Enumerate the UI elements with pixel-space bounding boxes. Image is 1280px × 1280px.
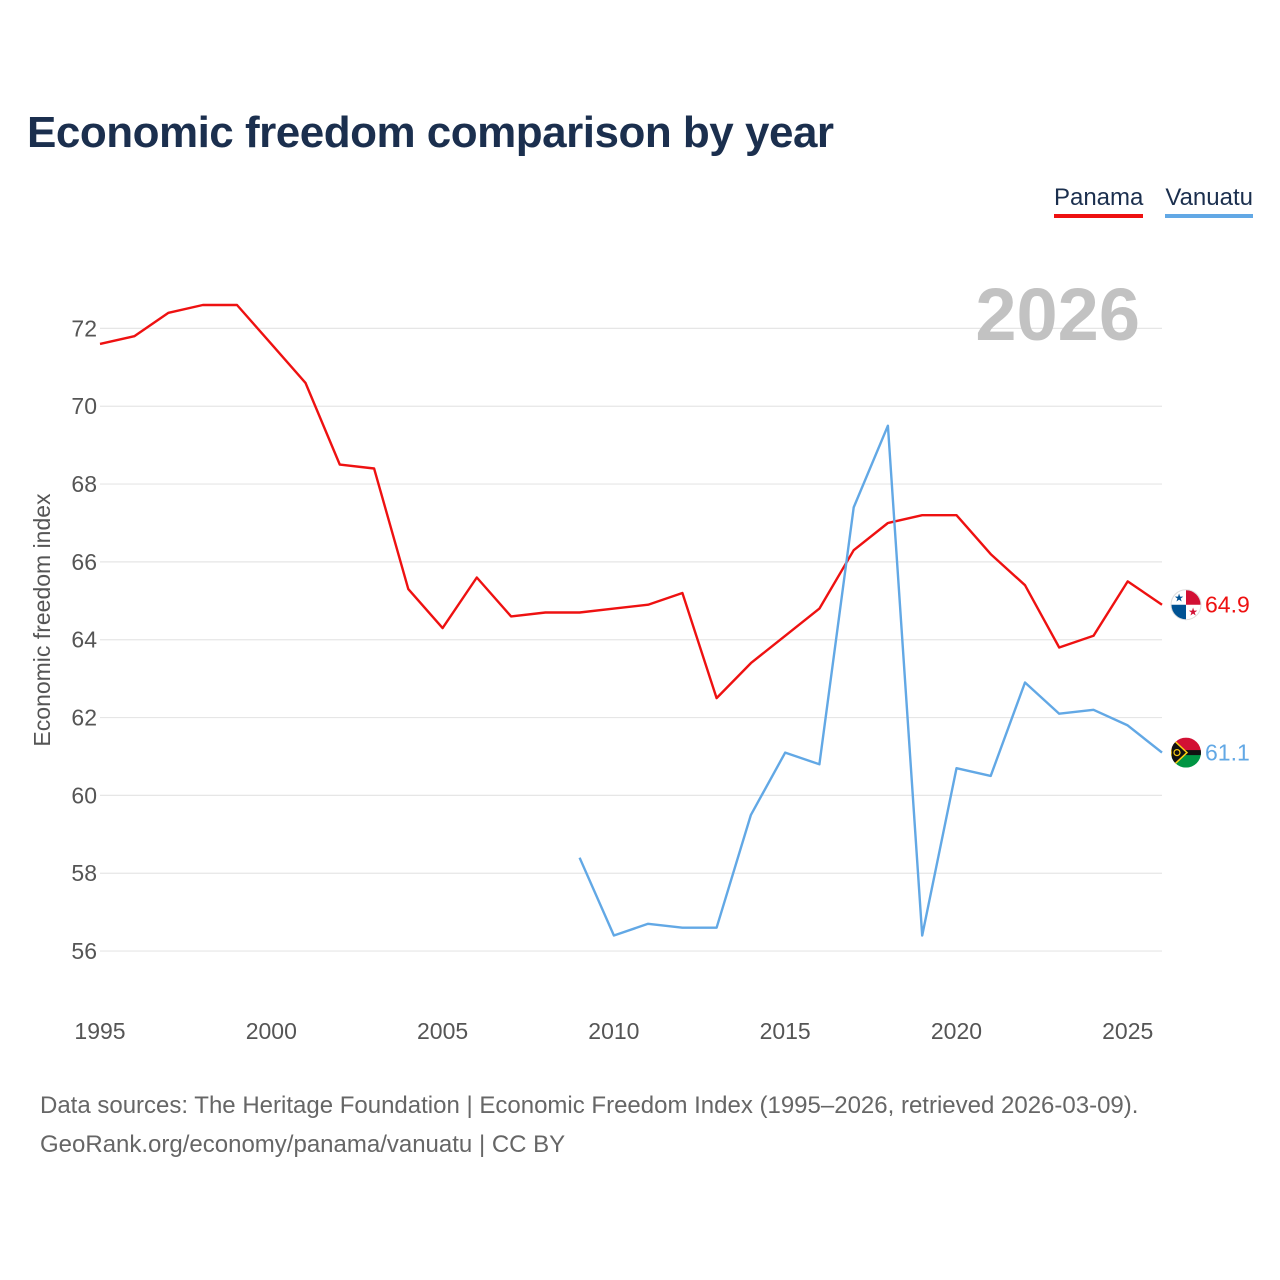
y-tick-label: 62: [71, 705, 97, 731]
y-tick-label: 66: [71, 549, 97, 575]
y-tick-label: 68: [71, 471, 97, 497]
chart-title: Economic freedom comparison by year: [27, 108, 834, 157]
legend: Panama Vanuatu: [1053, 184, 1253, 218]
y-axis-ticks: 56 58 60 62 64 66 68 70 72: [71, 315, 97, 964]
legend-item-panama[interactable]: Panama: [1053, 184, 1144, 218]
x-tick-label: 2020: [931, 1018, 982, 1044]
y-tick-label: 60: [71, 782, 97, 808]
legend-item-vanuatu[interactable]: Vanuatu: [1165, 184, 1253, 218]
x-axis-ticks: 1995 2000 2005 2010 2015 2020 2025: [74, 1018, 1153, 1044]
y-tick-label: 72: [71, 315, 97, 341]
series-endpoints: ★★ 64.961.1: [1170, 589, 1250, 768]
y-tick-label: 64: [71, 627, 97, 653]
x-tick-label: 2005: [417, 1018, 468, 1044]
x-tick-label: 1995: [74, 1018, 125, 1044]
source-line-1: Data sources: The Heritage Foundation | …: [40, 1092, 1139, 1119]
source-line-2: GeoRank.org/economy/panama/vanuatu | CC …: [40, 1131, 566, 1158]
end-label-vanuatu: 61.1: [1205, 740, 1250, 766]
series-line-vanuatu[interactable]: [578, 424, 1163, 937]
y-tick-label: 70: [71, 393, 97, 419]
source-note: Data sources: The Heritage Foundation | …: [40, 1086, 1138, 1164]
x-tick-label: 2025: [1102, 1018, 1153, 1044]
flag-panama-icon: ★★: [1170, 589, 1202, 621]
end-label-panama: 64.9: [1205, 592, 1250, 618]
year-badge: 2026: [975, 273, 1140, 356]
x-tick-label: 2000: [246, 1018, 297, 1044]
x-tick-label: 2010: [588, 1018, 639, 1044]
flag-vanuatu-icon: [1171, 737, 1201, 768]
svg-text:★: ★: [1174, 593, 1184, 605]
series-lines: [99, 303, 1163, 937]
gridlines: [100, 327, 1162, 952]
series-line-panama[interactable]: [99, 303, 1163, 700]
y-tick-label: 58: [71, 860, 97, 886]
svg-text:★: ★: [1188, 607, 1198, 619]
x-tick-label: 2015: [760, 1018, 811, 1044]
y-tick-label: 56: [71, 938, 97, 964]
y-axis-label: Economic freedom index: [29, 493, 55, 747]
